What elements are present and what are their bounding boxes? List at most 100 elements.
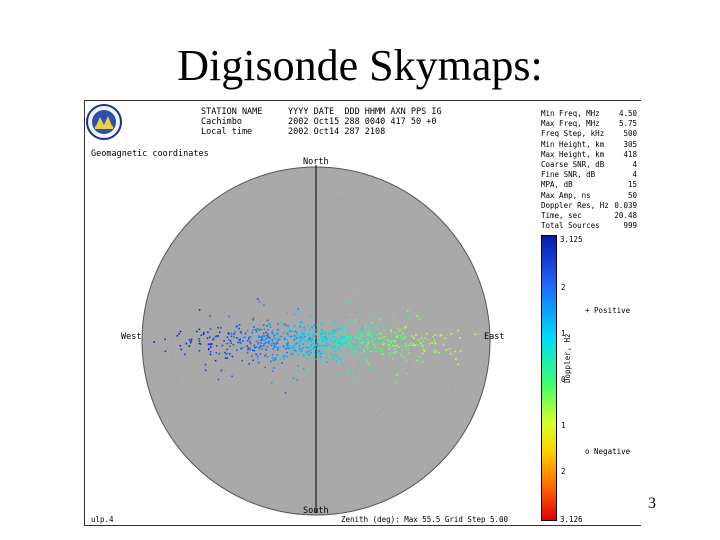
page-number: 3 [648,495,656,512]
echo-point [349,326,351,329]
echo-point [210,344,212,346]
echo-point [300,348,303,350]
stats-row: Coarse SNR, dB 4 [541,160,637,170]
echo-point [277,347,279,350]
echo-point [293,325,296,327]
echo-point [319,352,322,355]
header-col-station: STATION NAME [201,107,263,117]
echo-point [267,329,269,331]
echo-point [288,330,290,332]
echo-point [206,337,209,339]
echo-point [393,331,395,333]
echo-point [203,331,205,334]
echo-point [418,344,420,347]
stats-table: Min Freq, MHz 4.50 Max Freq, MHz 5.75 Freq S… [541,109,637,231]
echo-point [344,324,346,327]
echo-point [394,345,397,347]
echo-point [293,313,296,316]
echo-point [367,346,369,349]
colorbar-title: Doppler, Hz [563,333,572,383]
echo-point [364,337,366,340]
echo-point [416,359,418,362]
echo-point [267,333,269,335]
echo-point [304,350,306,353]
stats-row: Min Height, km 305 [541,140,637,150]
echo-point [324,345,327,347]
echo-point [334,342,336,344]
echo-point [387,353,390,356]
echo-point [239,331,242,333]
echo-point [365,353,368,356]
echo-point [311,337,314,340]
echo-point [231,375,233,378]
echo-point [275,357,277,360]
echo-point [331,332,333,334]
echo-point [334,346,336,348]
echo-point [388,345,390,347]
echo-point [292,377,295,379]
echo-point [341,341,344,343]
echo-point [401,349,403,351]
echo-point [333,338,336,341]
echo-point [374,328,377,331]
echo-point [378,312,381,315]
echo-point [359,339,361,341]
echo-point [306,351,308,353]
echo-point [266,325,268,327]
echo-point [367,332,369,334]
echo-point [364,350,367,352]
echo-point [263,339,265,342]
echo-point [316,351,319,354]
echo-point [316,324,318,327]
echo-point [301,338,303,341]
echo-point [361,345,363,347]
echo-point [189,341,192,344]
echo-point [350,346,352,348]
echo-point [247,336,250,339]
echo-point [293,344,296,347]
echo-point [220,327,222,329]
echo-point [395,344,398,347]
echo-point [384,342,386,345]
echo-point [329,340,332,342]
echo-point [240,332,243,334]
echo-point [308,333,310,335]
echo-point [378,337,380,340]
echo-point [332,336,334,338]
echo-point [230,342,232,344]
echo-point [287,333,289,335]
echo-point [354,335,357,337]
echo-point [249,348,251,351]
echo-point [255,346,258,348]
echo-point [210,346,212,348]
echo-point [401,338,404,341]
echo-point [286,351,288,354]
echo-point [322,332,324,334]
echo-point [340,329,343,331]
echo-point [319,338,322,341]
echo-point [289,329,291,332]
echo-point [198,328,201,331]
echo-point [367,330,369,332]
echo-point [432,335,434,338]
echo-point [299,336,302,338]
echo-point [257,355,259,358]
header-station-name: Cachimbo [201,117,242,127]
echo-point [283,336,286,339]
stats-value: 20.48 [614,211,637,221]
echo-point [272,342,275,345]
echo-point [387,338,389,340]
echo-point [373,350,375,352]
echo-point [364,327,366,330]
echo-point [337,359,339,362]
echo-point [377,327,379,330]
echo-point [311,348,313,351]
echo-point [433,349,436,351]
echo-point [376,334,379,336]
colorbar-tick: 1 [561,329,566,338]
echo-point [372,334,374,336]
echo-point [235,326,238,328]
echo-point [388,346,391,349]
echo-point [313,351,316,354]
echo-point [229,340,232,342]
